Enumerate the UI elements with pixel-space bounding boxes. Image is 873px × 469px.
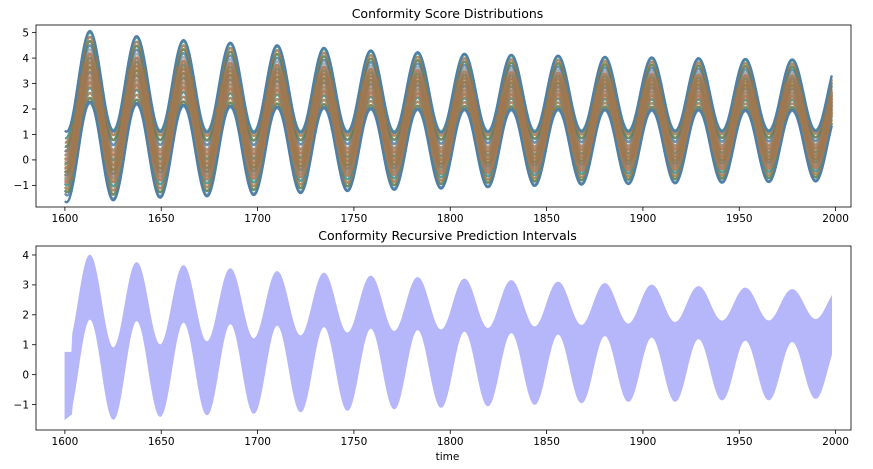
y-tick-label: 4 bbox=[22, 53, 29, 65]
y-tick-label: −1 bbox=[14, 180, 29, 192]
y-tick-label: −1 bbox=[14, 399, 29, 411]
y-tick-label: 4 bbox=[22, 250, 29, 262]
x-tick-label: 1950 bbox=[726, 213, 753, 225]
y-tick-label: 3 bbox=[22, 78, 29, 90]
chart-title-bottom: Conformity Recursive Prediction Interval… bbox=[318, 228, 576, 243]
x-tick-label: 1800 bbox=[437, 213, 464, 225]
x-tick-label: 1700 bbox=[244, 213, 271, 225]
panel-conformity-score-distributions: Conformity Score Distributions 1600 1650 1… bbox=[14, 6, 852, 225]
score-band-line bbox=[63, 52, 834, 153]
y-tick-label: 2 bbox=[22, 104, 29, 116]
x-tick-label: 2000 bbox=[822, 213, 849, 225]
x-tick-label: 1700 bbox=[244, 436, 271, 448]
x-tick-label: 1900 bbox=[630, 436, 657, 448]
x-tick-label: 1900 bbox=[630, 213, 657, 225]
y-axis-bottom: −1 0 1 2 3 4 bbox=[14, 250, 36, 411]
y-tick-label: 1 bbox=[22, 129, 29, 141]
y-axis-top: −1 0 1 2 3 4 5 bbox=[14, 27, 36, 192]
x-tick-label: 1650 bbox=[148, 213, 175, 225]
y-tick-label: 0 bbox=[22, 155, 29, 167]
x-tick-label: 2000 bbox=[822, 436, 849, 448]
x-axis-label: time bbox=[436, 451, 460, 463]
chart-title-top: Conformity Score Distributions bbox=[352, 6, 544, 21]
x-tick-label: 1650 bbox=[148, 436, 175, 448]
x-tick-label: 1750 bbox=[341, 213, 368, 225]
y-tick-label: 5 bbox=[22, 27, 29, 39]
plot-area-bottom bbox=[64, 254, 833, 421]
x-tick-label: 1850 bbox=[533, 436, 560, 448]
score-envelope-line bbox=[64, 100, 833, 204]
axes-frame-bottom bbox=[35, 245, 852, 431]
x-tick-label: 1600 bbox=[52, 436, 79, 448]
x-axis-bottom: 1600 1650 1700 1750 1800 1850 1900 1950 2000 bbox=[52, 430, 849, 448]
y-tick-label: 2 bbox=[22, 310, 29, 322]
x-tick-label: 1600 bbox=[52, 213, 79, 225]
score-envelope-line bbox=[64, 29, 833, 135]
y-tick-label: 3 bbox=[22, 280, 29, 292]
panel-conformity-recursive-prediction-intervals: Conformity Recursive Prediction Interval… bbox=[14, 228, 852, 463]
prediction-interval-band bbox=[64, 254, 833, 421]
x-tick-label: 1750 bbox=[341, 436, 368, 448]
plot-area-top bbox=[63, 29, 834, 204]
y-tick-label: 0 bbox=[22, 369, 29, 381]
x-tick-label: 1950 bbox=[726, 436, 753, 448]
x-axis-top: 1600 1650 1700 1750 1800 1850 1900 1950 2000 bbox=[52, 207, 849, 225]
x-tick-label: 1850 bbox=[533, 213, 560, 225]
x-tick-label: 1800 bbox=[437, 436, 464, 448]
y-tick-label: 1 bbox=[22, 340, 29, 352]
axes-frame-top bbox=[35, 24, 852, 208]
